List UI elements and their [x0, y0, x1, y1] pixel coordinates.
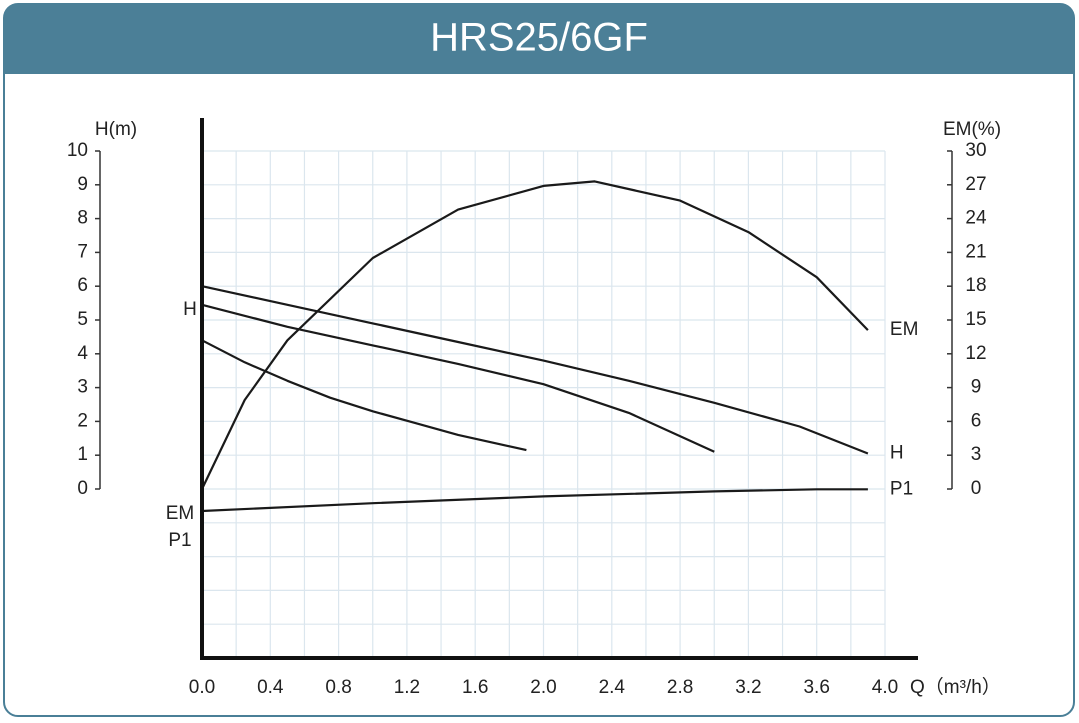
y-tick-label: 9: [77, 174, 88, 195]
y2-tick-label: 9: [971, 377, 982, 398]
header-bar: [4, 4, 1074, 74]
annotation: P1: [168, 530, 191, 551]
series-label: H: [890, 443, 904, 464]
y-axis-label: H(m): [95, 119, 137, 140]
x-axis-label: Q（m³/h）: [910, 676, 1001, 698]
y-tick-label: 5: [77, 309, 88, 330]
series-label: P1: [890, 478, 913, 499]
x-tick-label: 2.8: [667, 677, 693, 698]
chart-title: HRS25/6GF: [430, 16, 648, 60]
y2-tick-label: 0: [971, 478, 982, 499]
x-tick-label: 2.0: [530, 677, 556, 698]
x-tick-label: 3.2: [735, 677, 761, 698]
y-tick-label: 0: [77, 478, 88, 499]
curve: [201, 180, 869, 490]
curve: [201, 488, 868, 513]
curve: [201, 339, 527, 452]
y-tick-label: 6: [77, 275, 88, 296]
y2-tick-label: 6: [971, 410, 982, 431]
x-tick-label: 0.4: [257, 677, 284, 698]
y-tick-label: 3: [77, 377, 88, 398]
series-label: EM: [890, 319, 919, 340]
x-tick-label: 0.0: [189, 677, 215, 698]
y-tick-label: 2: [77, 410, 88, 431]
x-tick-label: 0.8: [325, 677, 351, 698]
y2-tick-label: 24: [965, 208, 987, 229]
y2-tick-label: 12: [965, 343, 986, 364]
x-tick-label: 1.6: [462, 677, 488, 698]
y-tick-label: 8: [77, 208, 88, 229]
y-tick-label: 7: [77, 241, 88, 262]
annotation: EM: [166, 503, 195, 524]
y-tick-label: 1: [77, 444, 88, 465]
annotation: H: [183, 299, 197, 320]
grid: [201, 150, 886, 659]
y2-tick-label: 3: [971, 444, 982, 465]
y2-tick-label: 18: [965, 275, 986, 296]
x-tick-label: 2.4: [599, 677, 626, 698]
curve: [201, 285, 869, 455]
y2-axis-label: EM(%): [943, 119, 1001, 140]
y2-tick-label: 30: [965, 140, 986, 161]
x-tick-label: 1.2: [394, 677, 420, 698]
y2-tick-label: 27: [965, 174, 986, 195]
y2-tick-label: 21: [965, 241, 986, 262]
y2-tick-label: 15: [965, 309, 986, 330]
y-tick-label: 4: [77, 343, 88, 364]
x-tick-label: 4.0: [872, 677, 898, 698]
plot: [201, 180, 869, 513]
x-tick-label: 3.6: [803, 677, 829, 698]
y-tick-label: 10: [67, 140, 88, 161]
curve: [201, 303, 715, 453]
